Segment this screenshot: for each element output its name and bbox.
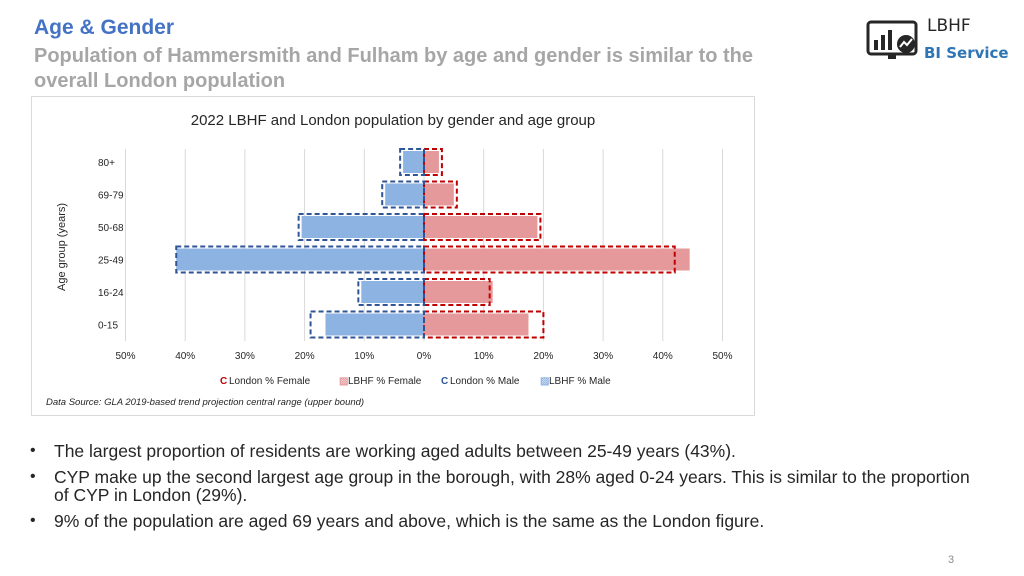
bullet-marker: • [30, 468, 36, 485]
bar-london-female [423, 213, 542, 241]
page-title: Age & Gender [34, 16, 175, 39]
bar-lbhf-male [176, 248, 424, 271]
bar-london-male [357, 278, 425, 306]
chart-data-source: Data Source: GLA 2019-based trend projec… [46, 397, 364, 408]
bar-london-female [423, 278, 491, 306]
bullet-item: • CYP make up the second largest age grou… [28, 468, 988, 504]
legend-label: London % Female [229, 376, 311, 387]
bar-lbhf-female [424, 183, 454, 206]
bar-lbhf-female [424, 151, 439, 173]
x-tick-label: 10% [354, 351, 374, 362]
bar-lbhf-female [424, 248, 690, 271]
y-tick-label: 50-68 [98, 223, 124, 234]
x-tick-label: 40% [175, 351, 195, 362]
y-tick-label: 80+ [98, 158, 115, 169]
y-tick-label: 16-24 [98, 288, 124, 299]
legend-label: LBHF % Male [549, 376, 611, 387]
y-tick-label: 25-49 [98, 256, 124, 267]
y-axis-label: Age group (years) [56, 203, 68, 291]
legend-marker: C [441, 376, 448, 387]
x-tick-label: 30% [593, 351, 613, 362]
bar-london-male [399, 148, 425, 176]
y-tick-label: 69-79 [98, 191, 124, 202]
bar-lbhf-female [424, 281, 493, 303]
x-tick-label: 40% [653, 351, 673, 362]
logo-text-lbhf: LBHF [927, 16, 971, 36]
population-pyramid-chart: 2022 LBHF and London population by gende… [31, 96, 755, 416]
key-findings-list: • The largest proportion of residents are… [28, 442, 988, 538]
x-tick-label: 20% [533, 351, 553, 362]
x-tick-label: 50% [115, 351, 135, 362]
legend-marker: C [220, 376, 227, 387]
bar-london-male [175, 245, 425, 274]
chart-canvas: 2022 LBHF and London population by gende… [46, 112, 733, 408]
x-tick-label: 50% [712, 351, 732, 362]
legend-label: London % Male [450, 376, 520, 387]
bar-london-male [297, 213, 426, 241]
bar-lbhf-male [361, 281, 424, 303]
bullet-marker: • [30, 512, 36, 529]
bar-lbhf-male [301, 216, 424, 238]
bullet-item: • 9% of the population are aged 69 years … [28, 512, 988, 530]
bullet-text: 9% of the population are aged 69 years a… [54, 511, 765, 531]
x-tick-label: 20% [295, 351, 315, 362]
bar-london-male [381, 180, 425, 209]
lbhf-logo: LBHF BI Service [866, 14, 1011, 66]
bar-lbhf-male [385, 183, 424, 206]
bullet-text: CYP make up the second largest age group… [54, 467, 970, 505]
bar-lbhf-female [424, 216, 538, 238]
y-tick-label: 0-15 [98, 321, 118, 332]
legend-marker: ▨ [339, 376, 348, 387]
bar-london-female [423, 180, 458, 209]
bi-service-icon [866, 20, 918, 59]
x-tick-label: 30% [235, 351, 255, 362]
bar-lbhf-female [424, 313, 529, 336]
bullet-text: The largest proportion of residents are … [54, 441, 736, 461]
bullet-marker: • [30, 442, 36, 459]
legend-marker: ▨ [540, 376, 549, 387]
page-number: 3 [948, 554, 955, 566]
x-tick-label: 10% [474, 351, 494, 362]
bullet-item: • The largest proportion of residents are… [28, 442, 988, 460]
bar-lbhf-male [403, 151, 424, 173]
bar-london-female [423, 310, 545, 339]
legend-label: LBHF % Female [348, 376, 422, 387]
page-subtitle: Population of Hammersmith and Fulham by … [34, 45, 754, 92]
bar-lbhf-male [325, 313, 424, 336]
logo-text-bi-service: BI Service [924, 44, 1009, 62]
chart-title: 2022 LBHF and London population by gende… [191, 112, 596, 129]
bar-london-male [309, 310, 426, 339]
x-tick-label: 0% [417, 351, 432, 362]
